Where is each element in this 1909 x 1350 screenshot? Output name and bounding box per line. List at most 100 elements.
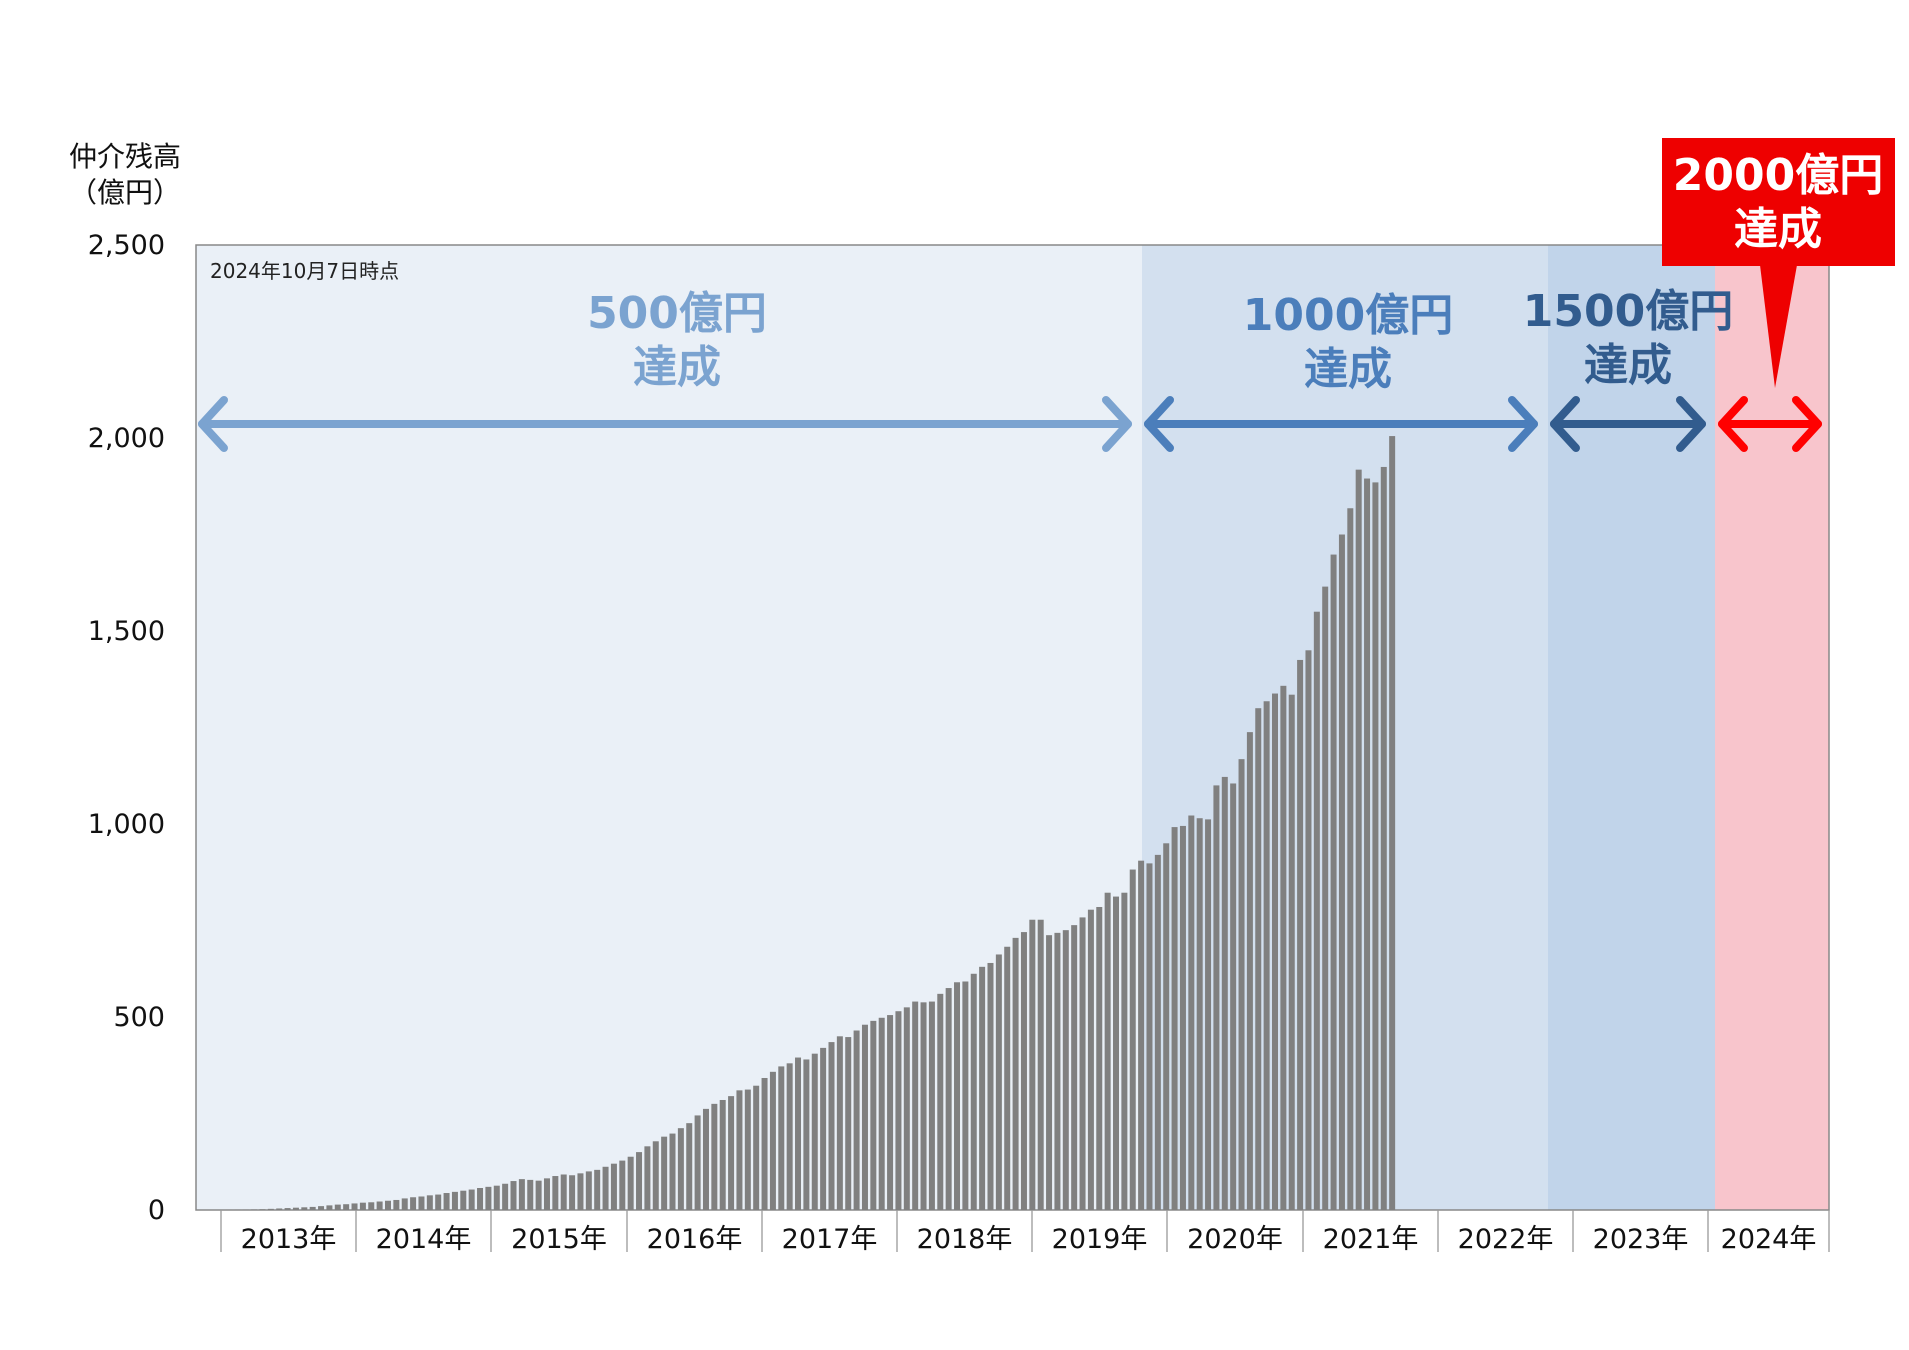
bar	[585, 1171, 592, 1210]
x-tick-label: 2014年	[376, 1224, 472, 1255]
bar	[518, 1179, 525, 1210]
bar	[267, 1208, 274, 1210]
bar	[1179, 825, 1186, 1210]
bar	[769, 1071, 776, 1210]
bar	[1004, 946, 1011, 1210]
milestone-1500-subtitle: 達成	[1584, 340, 1672, 391]
callout-box	[1662, 138, 1895, 266]
bar	[1205, 819, 1212, 1210]
bar	[786, 1063, 793, 1210]
bar	[1330, 554, 1337, 1210]
bar	[1046, 935, 1053, 1210]
bars	[226, 436, 1396, 1210]
bar	[686, 1123, 693, 1210]
bar	[636, 1152, 643, 1210]
bar	[1246, 732, 1253, 1210]
bar	[1113, 896, 1120, 1210]
bar	[1338, 534, 1345, 1210]
milestone-2000-title: 2000億円	[1673, 150, 1883, 201]
bar	[861, 1024, 868, 1210]
bar	[979, 966, 986, 1210]
bar	[351, 1203, 358, 1210]
y-axis-label-line2: （億円）	[69, 176, 181, 209]
bar	[928, 1001, 935, 1210]
bar	[477, 1188, 484, 1210]
bar	[326, 1205, 333, 1210]
bar	[552, 1176, 559, 1210]
bar	[836, 1036, 843, 1210]
bar	[644, 1146, 651, 1210]
bar	[1029, 919, 1036, 1210]
bar	[1280, 685, 1287, 1210]
bar	[1221, 776, 1228, 1210]
bar	[343, 1204, 350, 1210]
bar	[401, 1198, 408, 1210]
milestone-2000-callout: 2000億円 達成	[1662, 138, 1895, 388]
milestone-1500-title: 1500億円	[1523, 286, 1733, 337]
bar	[728, 1096, 735, 1210]
bar	[945, 988, 952, 1210]
bar	[661, 1136, 668, 1210]
bar	[1372, 482, 1379, 1210]
bar	[384, 1200, 391, 1210]
bar	[694, 1115, 701, 1210]
bar	[485, 1186, 492, 1210]
bar	[527, 1179, 534, 1210]
bar	[493, 1185, 500, 1210]
bar	[376, 1201, 383, 1210]
bar	[1104, 892, 1111, 1210]
bar	[418, 1196, 425, 1210]
bar	[820, 1047, 827, 1210]
bar	[702, 1108, 709, 1210]
bar	[368, 1202, 375, 1210]
bar	[669, 1133, 676, 1210]
bar	[334, 1204, 341, 1210]
bar	[1171, 827, 1178, 1210]
x-tick-label: 2022年	[1458, 1224, 1554, 1255]
x-tick-label: 2021年	[1323, 1224, 1419, 1255]
bar	[1163, 843, 1170, 1210]
bar	[903, 1007, 910, 1210]
arrow-0	[198, 396, 1132, 452]
bar	[895, 1011, 902, 1210]
bar	[359, 1202, 366, 1210]
bar	[1347, 508, 1354, 1210]
bar	[1364, 478, 1371, 1210]
x-tick-label: 2019年	[1052, 1224, 1148, 1255]
bar	[594, 1169, 601, 1210]
bar	[1213, 785, 1220, 1210]
bar	[610, 1163, 617, 1210]
y-tick-label: 1,000	[88, 809, 165, 840]
arrow-3	[1718, 396, 1822, 452]
bar	[292, 1207, 299, 1210]
bar	[451, 1191, 458, 1210]
bar	[318, 1206, 325, 1210]
bar	[711, 1103, 718, 1210]
bar	[828, 1042, 835, 1210]
bar	[569, 1175, 576, 1210]
bar	[744, 1089, 751, 1210]
bar	[619, 1160, 626, 1210]
bar	[1096, 906, 1103, 1210]
bar	[1138, 860, 1145, 1210]
bar	[627, 1156, 634, 1210]
y-tick-label: 2,500	[88, 230, 165, 261]
bar	[510, 1181, 517, 1210]
as-of-note: 2024年10月7日時点	[210, 259, 399, 283]
milestone-500-title: 500億円	[587, 288, 767, 339]
bar	[468, 1189, 475, 1210]
milestone-2000-subtitle: 達成	[1734, 204, 1822, 255]
x-tick-label: 2015年	[511, 1224, 607, 1255]
bar	[435, 1194, 442, 1210]
y-tick-label: 0	[148, 1195, 165, 1226]
bar	[1255, 708, 1262, 1210]
shade-region-3	[1715, 245, 1829, 1210]
bar	[1154, 854, 1161, 1210]
bar	[761, 1077, 768, 1210]
milestone-1000-subtitle: 達成	[1304, 344, 1392, 395]
bar	[954, 982, 961, 1210]
bar	[887, 1015, 894, 1210]
bar	[1062, 930, 1069, 1210]
bar	[1188, 815, 1195, 1210]
bar	[1012, 937, 1019, 1210]
